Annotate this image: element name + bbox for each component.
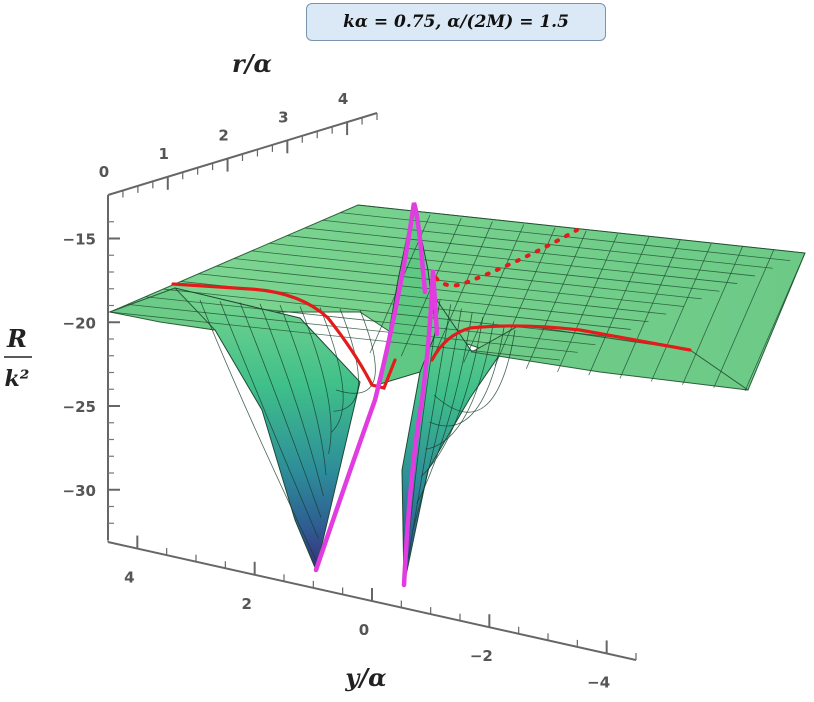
mesh-curve bbox=[333, 308, 359, 412]
y-tick-label: 2 bbox=[241, 595, 251, 613]
z-tick-label: −20 bbox=[63, 314, 96, 332]
mesh-line bbox=[145, 296, 596, 346]
mesh-curve bbox=[425, 321, 494, 450]
curve-red-solid-right bbox=[430, 324, 692, 362]
mesh-curve bbox=[259, 303, 324, 497]
curve-red-solid-left bbox=[171, 282, 397, 390]
mesh-line bbox=[619, 240, 681, 379]
mesh-line bbox=[525, 230, 587, 369]
surface-layer bbox=[108, 202, 806, 586]
mesh-line bbox=[463, 224, 525, 363]
surface-well-left bbox=[108, 287, 361, 572]
mesh-line bbox=[357, 204, 806, 254]
y-tick-label: 0 bbox=[359, 621, 369, 639]
z-tick-label: −15 bbox=[63, 231, 96, 249]
mesh-line bbox=[216, 265, 667, 315]
surface-edge-left bbox=[108, 287, 217, 331]
r-axis-label: r/α bbox=[232, 49, 272, 78]
mesh-curve bbox=[420, 317, 484, 477]
z-tick-label: −25 bbox=[63, 398, 96, 416]
r-tick-label: 0 bbox=[99, 163, 109, 181]
z-axis-label-denominator: k² bbox=[5, 366, 30, 392]
z-tick-label: −30 bbox=[63, 482, 96, 500]
mesh-curve bbox=[279, 304, 327, 476]
axes-layer bbox=[107, 112, 637, 661]
mesh-curve bbox=[429, 325, 505, 427]
mesh-curve bbox=[412, 308, 462, 531]
mesh-line bbox=[557, 233, 618, 373]
mesh-line bbox=[432, 221, 493, 360]
curve-layer bbox=[171, 202, 692, 588]
mesh-line bbox=[713, 249, 775, 388]
y-tick-label: −4 bbox=[587, 673, 610, 691]
mesh-line bbox=[494, 227, 556, 366]
mesh-curve bbox=[335, 309, 376, 394]
mesh-line bbox=[269, 242, 720, 292]
mesh-line bbox=[127, 303, 578, 353]
r-tick-label: 3 bbox=[278, 108, 288, 126]
mesh-curve bbox=[416, 312, 473, 504]
mesh-line bbox=[198, 273, 649, 323]
surface-edge-right bbox=[470, 324, 749, 391]
mesh-curve bbox=[239, 302, 322, 518]
y-tick-label: −2 bbox=[470, 647, 493, 665]
mesh-line bbox=[650, 243, 712, 382]
z-axis-label-numerator: R bbox=[6, 324, 27, 353]
mesh-line bbox=[163, 288, 614, 338]
mesh-line bbox=[744, 252, 806, 392]
curve-magenta-right bbox=[401, 269, 440, 588]
y-axis-label: y/α bbox=[344, 663, 386, 692]
mesh-curve bbox=[319, 307, 344, 433]
y-tick-label: 4 bbox=[124, 569, 134, 587]
r-tick-label: 2 bbox=[218, 127, 228, 145]
mesh-curve bbox=[199, 299, 317, 561]
mesh-line bbox=[682, 246, 743, 385]
label-layer: −15 −20 −25 −30 0 1 2 3 4 4 2 0 −2 −4 r/α y/α Rk² bbox=[4, 49, 610, 692]
mesh-line bbox=[588, 237, 650, 376]
mesh-line bbox=[251, 250, 702, 300]
mesh-line bbox=[233, 258, 685, 307]
curve-magenta-left bbox=[313, 202, 428, 573]
mesh-line bbox=[287, 235, 738, 284]
r-tick-label: 1 bbox=[159, 145, 169, 163]
mesh-line bbox=[109, 311, 561, 361]
mesh-curve bbox=[219, 301, 319, 539]
parameters-label: kα = 0.75, α/(2M) = 1.5 bbox=[306, 3, 606, 41]
r-tick-label: 4 bbox=[338, 90, 348, 108]
mesh-curve bbox=[407, 304, 452, 558]
mesh-line bbox=[304, 227, 755, 277]
mesh-curve bbox=[433, 329, 516, 413]
curve-red-dotted bbox=[434, 228, 579, 288]
mesh-curve bbox=[299, 306, 332, 454]
